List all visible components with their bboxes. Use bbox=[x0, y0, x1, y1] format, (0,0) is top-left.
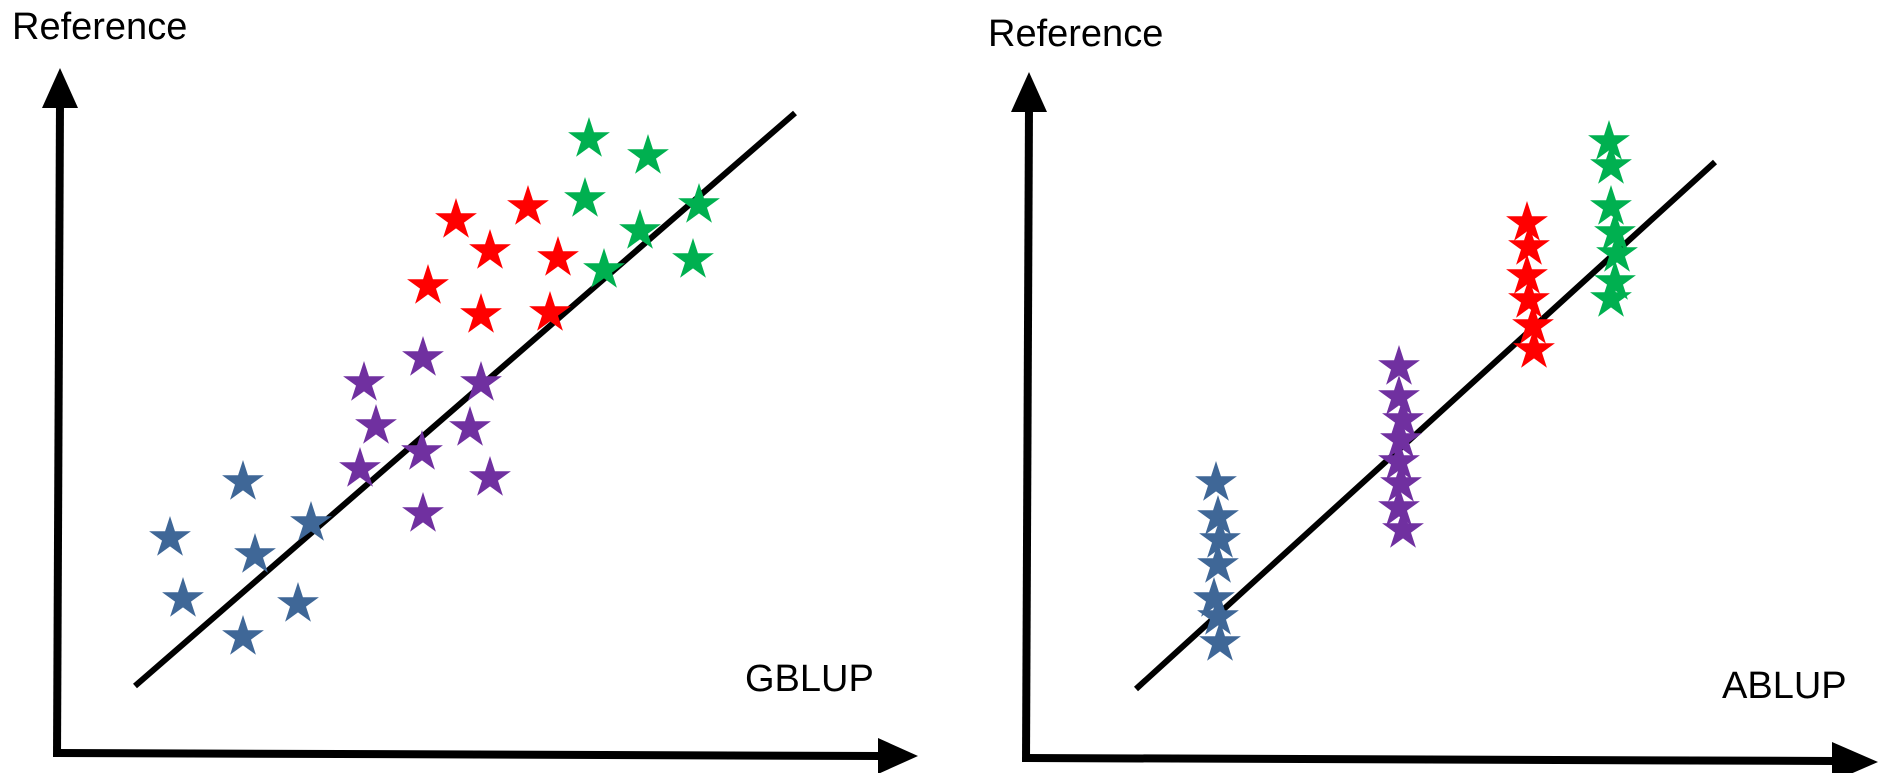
x-axis-arrowhead bbox=[1832, 742, 1878, 773]
point-purple bbox=[469, 456, 511, 496]
panel-gblup: Reference GBLUP bbox=[12, 6, 918, 773]
point-purple bbox=[355, 404, 397, 444]
point-red bbox=[537, 236, 579, 276]
point-green bbox=[672, 238, 714, 278]
x-axis-arrowhead bbox=[878, 738, 918, 773]
point-green bbox=[627, 134, 669, 174]
y-axis-arrowhead bbox=[1011, 72, 1047, 112]
point-green bbox=[619, 209, 661, 249]
point-blue bbox=[222, 460, 264, 500]
point-red bbox=[507, 185, 549, 225]
point-blue bbox=[1195, 461, 1237, 501]
point-green bbox=[678, 183, 720, 223]
point-purple bbox=[402, 336, 444, 376]
point-red bbox=[1508, 225, 1550, 265]
point-red bbox=[460, 293, 502, 333]
point-blue bbox=[1197, 543, 1239, 583]
y-axis-label: Reference bbox=[988, 13, 1164, 55]
point-blue bbox=[162, 577, 204, 617]
point-purple bbox=[1382, 508, 1424, 548]
point-red bbox=[435, 198, 477, 238]
point-green bbox=[1590, 185, 1632, 225]
point-red bbox=[407, 264, 449, 304]
y-axis-arrowhead bbox=[42, 68, 78, 108]
point-red bbox=[1508, 278, 1550, 318]
panel-ablup: Reference ABLUP bbox=[944, 0, 1887, 773]
point-purple bbox=[1378, 375, 1420, 415]
x-axis-label: GBLUP bbox=[745, 658, 874, 700]
point-green bbox=[564, 177, 606, 217]
point-blue bbox=[149, 516, 191, 556]
x-axis-label: ABLUP bbox=[1722, 665, 1847, 707]
x-axis-line bbox=[1025, 754, 1835, 765]
gblup-plot bbox=[42, 68, 918, 773]
point-purple bbox=[1378, 486, 1420, 526]
point-green bbox=[568, 117, 610, 157]
y-axis-line bbox=[53, 101, 64, 758]
point-blue bbox=[222, 615, 264, 655]
ablup-plot bbox=[1011, 72, 1878, 773]
points-layer bbox=[149, 117, 720, 655]
point-purple bbox=[402, 492, 444, 532]
point-red bbox=[469, 229, 511, 269]
regression-line bbox=[133, 110, 797, 689]
y-axis-line bbox=[1022, 105, 1033, 763]
y-axis-label: Reference bbox=[12, 6, 188, 48]
point-green bbox=[1590, 144, 1632, 184]
point-blue bbox=[277, 582, 319, 622]
point-purple bbox=[343, 361, 385, 401]
x-axis-line bbox=[56, 749, 881, 760]
point-purple bbox=[449, 406, 491, 446]
point-red bbox=[1513, 328, 1555, 368]
